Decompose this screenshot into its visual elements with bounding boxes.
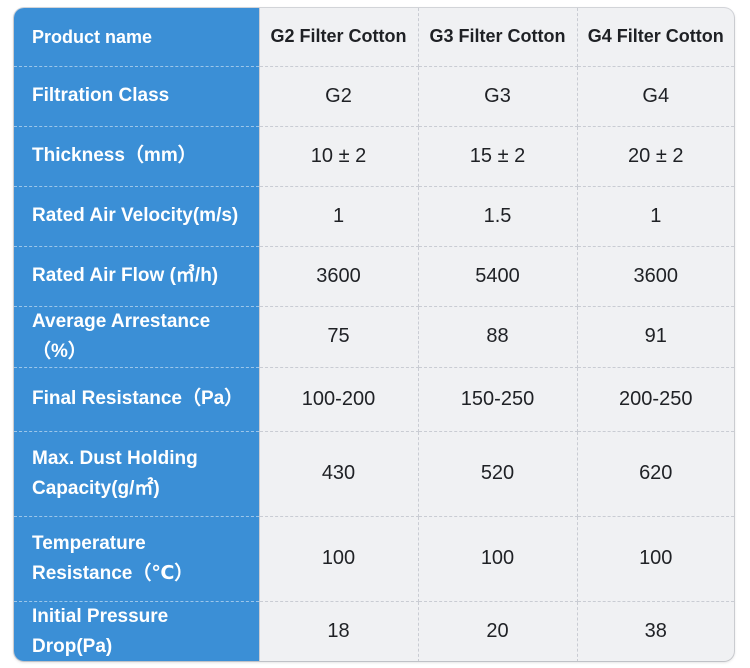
- cell-value: 5400: [418, 246, 578, 307]
- row-label-line: Capacity(g/㎡): [32, 477, 160, 499]
- cell-value: G2: [259, 66, 419, 127]
- cell-value: 1: [259, 186, 419, 247]
- cell-value: 38: [644, 620, 667, 642]
- cell-value: 200-250: [577, 367, 734, 432]
- row-label: Max. Dust Holding Capacity(g/㎡): [14, 431, 260, 517]
- cell-value: 88: [418, 306, 578, 368]
- cell-value: 20 ± 2: [577, 126, 734, 187]
- row-label: Thickness（mm）: [14, 126, 260, 187]
- row-label-line: Resistance（℃）: [32, 562, 194, 584]
- cell-value: 3600: [577, 246, 734, 307]
- cell-value: 10 ± 2: [259, 126, 419, 187]
- cell-value: 150-250: [418, 367, 578, 432]
- row-label: Final Resistance（Pa）: [14, 367, 260, 432]
- cell-value: 100: [259, 516, 419, 602]
- row-label-line: Max. Dust Holding: [32, 447, 198, 469]
- header-column-g2: G2 Filter Cotton: [259, 8, 419, 67]
- table-row: Max. Dust Holding Capacity(g/㎡) 430 520 …: [14, 431, 734, 517]
- header-column-g3: G3 Filter Cotton: [418, 8, 578, 67]
- header-column-g4: G4 Filter Cotton: [577, 8, 734, 67]
- row-label: Filtration Class: [14, 66, 260, 127]
- table-row: Average Arrestance（%） 75 88 91: [14, 306, 734, 368]
- table-row: Rated Air Flow (㎥/h) 3600 5400 3600: [14, 246, 734, 307]
- cell-value: 100-200: [259, 367, 419, 432]
- table-row: Thickness（mm） 10 ± 2 15 ± 2 20 ± 2: [14, 126, 734, 187]
- cell-value: G3: [418, 66, 578, 127]
- cell-value: 100: [577, 516, 734, 602]
- cell-value: 620: [577, 431, 734, 517]
- table-row: Final Resistance（Pa） 100-200 150-250 200…: [14, 367, 734, 432]
- row-label: Rated Air Velocity(m/s): [14, 186, 260, 247]
- cell-value: 75: [259, 306, 419, 368]
- cell-value: 100: [418, 516, 578, 602]
- cell-value: 91: [577, 306, 734, 368]
- table-header-row: Product name G2 Filter Cotton G3 Filter …: [14, 8, 734, 67]
- spec-table-card: Product name G2 Filter Cotton G3 Filter …: [14, 8, 734, 661]
- row-label: Initial Pressure Drop(Pa): [14, 601, 260, 661]
- cell-value: 1: [577, 186, 734, 247]
- cell-value: 520: [418, 431, 578, 517]
- table-row: Temperature Resistance（℃） 100 100 100: [14, 516, 734, 602]
- table-row: Filtration Class G2 G3 G4: [14, 66, 734, 127]
- header-label-product-name: Product name: [14, 8, 260, 67]
- spec-table: Product name G2 Filter Cotton G3 Filter …: [14, 8, 734, 661]
- table-row: Rated Air Velocity(m/s) 1 1.5 1: [14, 186, 734, 247]
- cell-value: 15 ± 2: [418, 126, 578, 187]
- row-label: Average Arrestance（%）: [14, 306, 260, 368]
- cell-value: 20: [418, 601, 578, 661]
- cell-value: 3600: [259, 246, 419, 307]
- table-row: Initial Pressure Drop(Pa) 18 20 38: [14, 601, 734, 661]
- row-label-line: Temperature: [32, 532, 146, 554]
- cell-value: G4: [577, 66, 734, 127]
- row-label: Rated Air Flow (㎥/h): [14, 246, 260, 307]
- cell-value: 430: [259, 431, 419, 517]
- cell-value: 18: [259, 601, 419, 661]
- row-label: Temperature Resistance（℃）: [14, 516, 260, 602]
- cell-value: 1.5: [418, 186, 578, 247]
